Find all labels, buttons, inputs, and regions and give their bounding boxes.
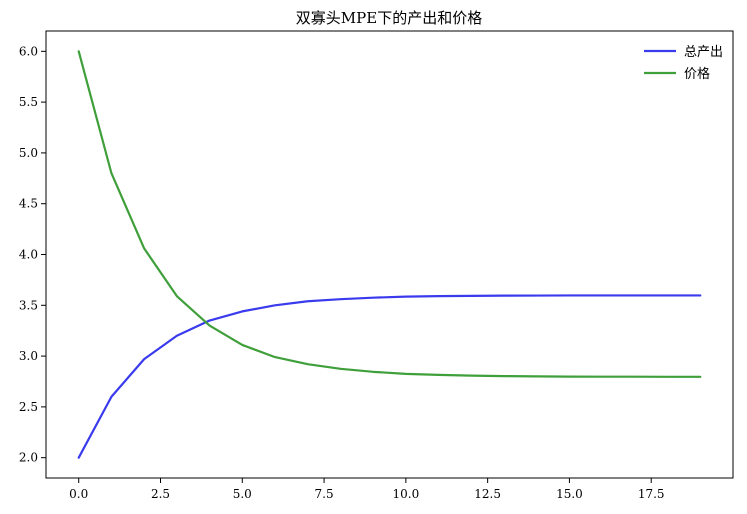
series-line-0 — [77, 294, 702, 459]
series-line-1 — [77, 50, 702, 378]
y-tick-label: 4.0 — [19, 248, 38, 262]
y-tick-label: 6.0 — [19, 44, 38, 58]
x-axis: 0.0 2.5 5.0 7.5 10.0 12.5 15.0 17.5 — [69, 478, 665, 501]
x-tick-label: 17.5 — [638, 487, 665, 501]
y-tick-label: 2.5 — [19, 400, 38, 414]
x-tick-label: 15.0 — [556, 487, 583, 501]
x-tick-label: 7.5 — [315, 487, 334, 501]
x-tick-label: 10.0 — [392, 487, 419, 501]
y-tick-label: 3.0 — [19, 349, 38, 363]
chart-title: 双寡头MPE下的产出和价格 — [296, 9, 482, 27]
y-axis: 2.0 2.5 3.0 3.5 4.0 4.5 5.0 5.5 6.0 — [19, 44, 46, 465]
y-tick-label: 5.5 — [19, 95, 38, 109]
y-tick-label: 4.5 — [19, 197, 38, 211]
legend-label: 价格 — [684, 66, 710, 82]
x-tick-label: 12.5 — [474, 487, 501, 501]
x-tick-label: 5.0 — [233, 487, 252, 501]
x-tick-label: 2.5 — [151, 487, 170, 501]
y-tick-label: 2.0 — [19, 451, 38, 465]
y-tick-label: 3.5 — [19, 298, 38, 312]
y-tick-label: 5.0 — [19, 146, 38, 160]
series-layer — [77, 50, 702, 459]
legend-label: 总产出 — [684, 45, 723, 60]
x-tick-label: 0.0 — [69, 487, 88, 501]
